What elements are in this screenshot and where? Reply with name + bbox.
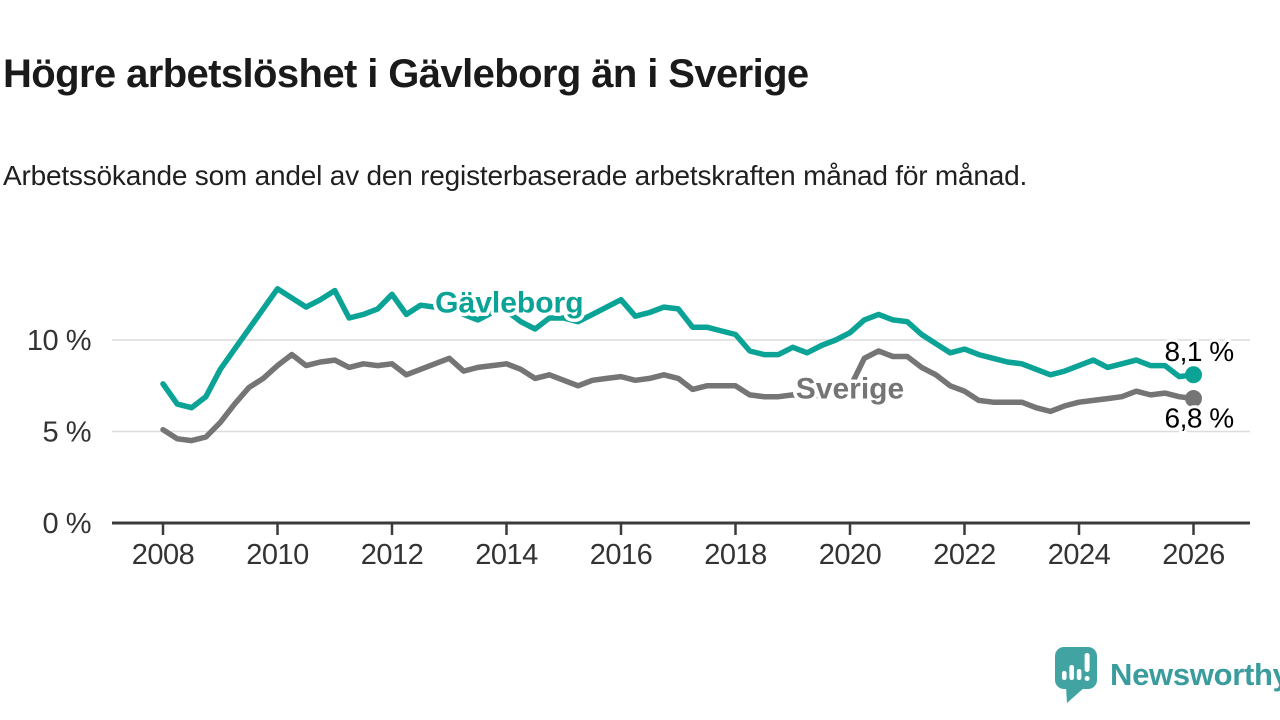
series-name-label: Gävleborg <box>435 286 583 319</box>
y-tick-label: 0 % <box>43 508 91 540</box>
series-name-label: Sverige <box>796 372 904 405</box>
line-gävleborg <box>160 286 1197 411</box>
x-tick-label: 2020 <box>819 539 882 571</box>
x-tick-label: 2008 <box>132 539 195 571</box>
series-gävleborg: 8,1 % <box>160 286 1237 411</box>
line-sverige <box>160 348 1197 444</box>
newsworthy-wordmark: Newsworthy <box>1110 657 1280 692</box>
gridlines <box>112 339 1250 433</box>
newsworthy-brand-link[interactable]: Newsworthy <box>1054 645 1280 705</box>
x-tick-label: 2022 <box>933 539 996 571</box>
x-tick-label: 2024 <box>1048 539 1111 571</box>
x-tick-label: 2018 <box>704 539 767 571</box>
end-dot-sverige <box>1185 390 1202 408</box>
x-tick-label: 2016 <box>590 539 653 571</box>
x-tick-label: 2026 <box>1162 539 1225 571</box>
x-tick-label: 2012 <box>361 539 424 571</box>
x-axis-ticks: 2008 2010 2012 2014 2016 2018 2020 2022 2024 2026 <box>132 523 1225 571</box>
newsworthy-logo-icon <box>1055 647 1097 703</box>
series-sverige: 6,8 % <box>160 348 1237 444</box>
y-tick-label: 5 % <box>43 417 91 449</box>
x-tick-label: 2010 <box>246 539 309 571</box>
end-value-label-gävleborg: 8,1 % <box>1165 336 1234 367</box>
x-tick-label: 2014 <box>475 539 538 571</box>
end-value-label-sverige: 6,8 % <box>1165 403 1234 434</box>
y-tick-label: 10 % <box>27 325 91 357</box>
chart-subtitle: Arbetssökande som andel av den registerb… <box>3 160 1028 191</box>
y-axis-labels: 0 % 5 % 10 % <box>27 325 92 540</box>
end-dot-gävleborg <box>1185 366 1202 384</box>
page-title: Högre arbetslöshet i Gävleborg än i Sver… <box>3 51 809 96</box>
